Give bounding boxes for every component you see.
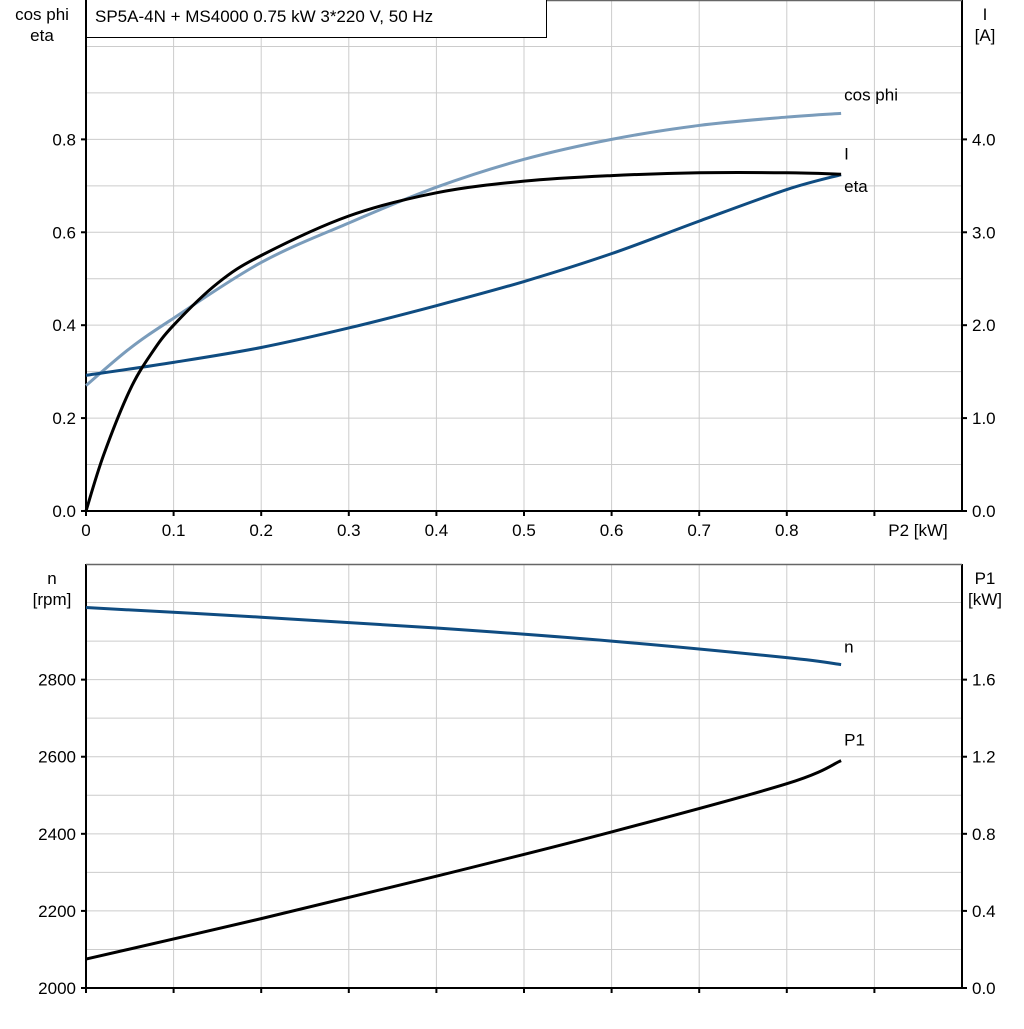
series-line-i xyxy=(85,173,842,377)
x-tick-label: 0.3 xyxy=(337,521,361,540)
y-tick-label-left: 0.2 xyxy=(52,409,76,428)
y-tick-label-right: 1.2 xyxy=(972,748,996,767)
series-label-p1: P1 xyxy=(844,731,865,750)
x-tick-label: 0.6 xyxy=(600,521,624,540)
series-line-cos-phi xyxy=(85,111,842,387)
series-label-n: n xyxy=(844,638,853,657)
y-tick-label-left: 2200 xyxy=(38,902,76,921)
y-axis-label-right: P1 xyxy=(975,569,996,588)
y-tick-label-left: 0.8 xyxy=(52,130,76,149)
series-label-i: I xyxy=(844,145,849,164)
y-tick-label-right: 4.0 xyxy=(972,130,996,149)
series-label-eta: eta xyxy=(844,177,868,196)
y-tick-label-right: 3.0 xyxy=(972,223,996,242)
y-tick-label-left: 0.4 xyxy=(52,316,76,335)
x-axis-label: P2 [kW] xyxy=(888,521,948,540)
y-tick-label-right: 1.6 xyxy=(972,671,996,690)
y-tick-label-right: 0.0 xyxy=(972,502,996,521)
series-line-p1 xyxy=(85,759,842,961)
series-line-eta xyxy=(84,171,842,512)
y-tick-label-right: 0.4 xyxy=(972,902,996,921)
x-tick-label: 0.5 xyxy=(512,521,536,540)
y-tick-label-right: 0.8 xyxy=(972,825,996,844)
y-tick-label-right: 1.0 xyxy=(972,409,996,428)
labels: 0.0 0.2 0.4 0.6 0.8 0.0 1.0 2.0 3.0 4.0 0 0.1 0.2 0.3… xyxy=(15,5,1002,998)
y-tick-label-left: 2000 xyxy=(38,979,76,998)
grid xyxy=(86,0,962,988)
y-tick-label-left: 0.0 xyxy=(52,502,76,521)
x-tick-label: 0.8 xyxy=(775,521,799,540)
y-tick-label-left: 2600 xyxy=(38,748,76,767)
x-tick-label: 0.2 xyxy=(249,521,273,540)
y-axis-label-left: eta xyxy=(30,26,54,45)
x-tick-label: 0.1 xyxy=(162,521,186,540)
y-axis-label-left: [rpm] xyxy=(33,590,72,609)
y-tick-label-right: 2.0 xyxy=(972,316,996,335)
x-tick-label: 0 xyxy=(81,521,90,540)
series-label-cos-phi: cos phi xyxy=(844,85,898,104)
series xyxy=(84,111,842,961)
y-tick-label-left: 2400 xyxy=(38,825,76,844)
y-axis-label-right: I xyxy=(983,5,988,24)
y-axis-label-right: [kW] xyxy=(968,590,1002,609)
x-tick-label: 0.7 xyxy=(687,521,711,540)
y-axis-label-left: cos phi xyxy=(15,5,69,24)
x-tick-label: 0.4 xyxy=(425,521,449,540)
y-axis-label-left: n xyxy=(47,569,56,588)
y-tick-label-right: 0.0 xyxy=(972,979,996,998)
y-axis-label-right: [A] xyxy=(975,26,996,45)
y-tick-label-left: 0.6 xyxy=(52,223,76,242)
chart-title: SP5A-4N + MS4000 0.75 kW 3*220 V, 50 Hz xyxy=(86,0,547,38)
series-line-n xyxy=(85,606,842,667)
y-tick-label-left: 2800 xyxy=(38,671,76,690)
